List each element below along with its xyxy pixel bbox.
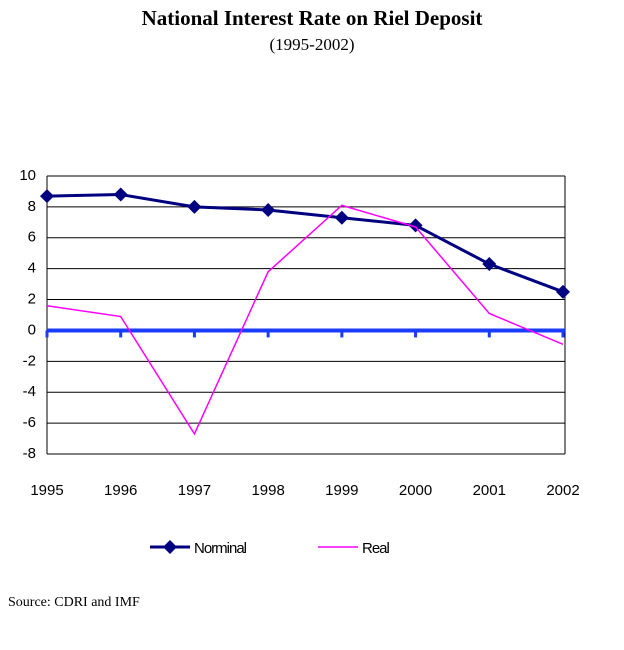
- y-tick-label: 6: [28, 229, 36, 246]
- x-tick-label: 1995: [30, 482, 63, 499]
- x-tick-label: 1997: [178, 482, 211, 499]
- x-tick-label: 2001: [473, 482, 506, 499]
- y-tick-label: 2: [28, 291, 36, 308]
- legend-label: Norminal: [194, 540, 247, 557]
- series-line: [46, 193, 564, 294]
- y-tick-label: 8: [28, 198, 36, 215]
- y-tick-label: -8: [23, 445, 36, 462]
- data-marker: [334, 210, 349, 225]
- data-marker: [408, 218, 423, 233]
- source-note: Source: CDRI and IMF: [8, 595, 140, 610]
- y-tick-label: 0: [28, 321, 36, 338]
- data-marker: [40, 189, 54, 204]
- data-marker: [113, 187, 128, 202]
- legend-marker: [163, 540, 177, 554]
- data-marker: [556, 284, 570, 299]
- x-tick-label: 1999: [325, 482, 358, 499]
- data-marker: [187, 199, 202, 214]
- y-tick-label: 10: [19, 167, 36, 184]
- y-tick-label: -6: [23, 414, 36, 431]
- x-tick-label: 2000: [399, 482, 432, 499]
- data-marker: [261, 202, 276, 217]
- legend-label: Real: [362, 540, 390, 557]
- x-tick-label: 1996: [104, 482, 137, 499]
- chart-subtitle: (1995-2002): [270, 35, 355, 54]
- x-tick-label: 2002: [546, 482, 579, 499]
- series-line: [46, 204, 564, 436]
- y-tick-label: -2: [23, 352, 36, 369]
- x-tick-label: 1998: [251, 482, 284, 499]
- y-tick-label: 4: [28, 260, 36, 277]
- chart-title: National Interest Rate on Riel Deposit: [142, 6, 483, 30]
- y-tick-label: -4: [23, 383, 36, 400]
- data-marker: [482, 257, 497, 272]
